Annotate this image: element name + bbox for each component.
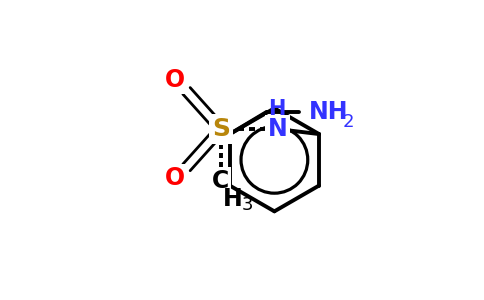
Text: H: H [223, 187, 243, 211]
Text: NH: NH [309, 100, 349, 124]
Text: 2: 2 [343, 113, 354, 131]
Text: 3: 3 [242, 196, 254, 214]
Text: S: S [212, 117, 230, 141]
Text: O: O [165, 68, 185, 92]
Text: O: O [165, 166, 185, 190]
Text: C: C [212, 169, 229, 193]
Text: N: N [268, 117, 287, 141]
Text: H: H [269, 98, 286, 118]
